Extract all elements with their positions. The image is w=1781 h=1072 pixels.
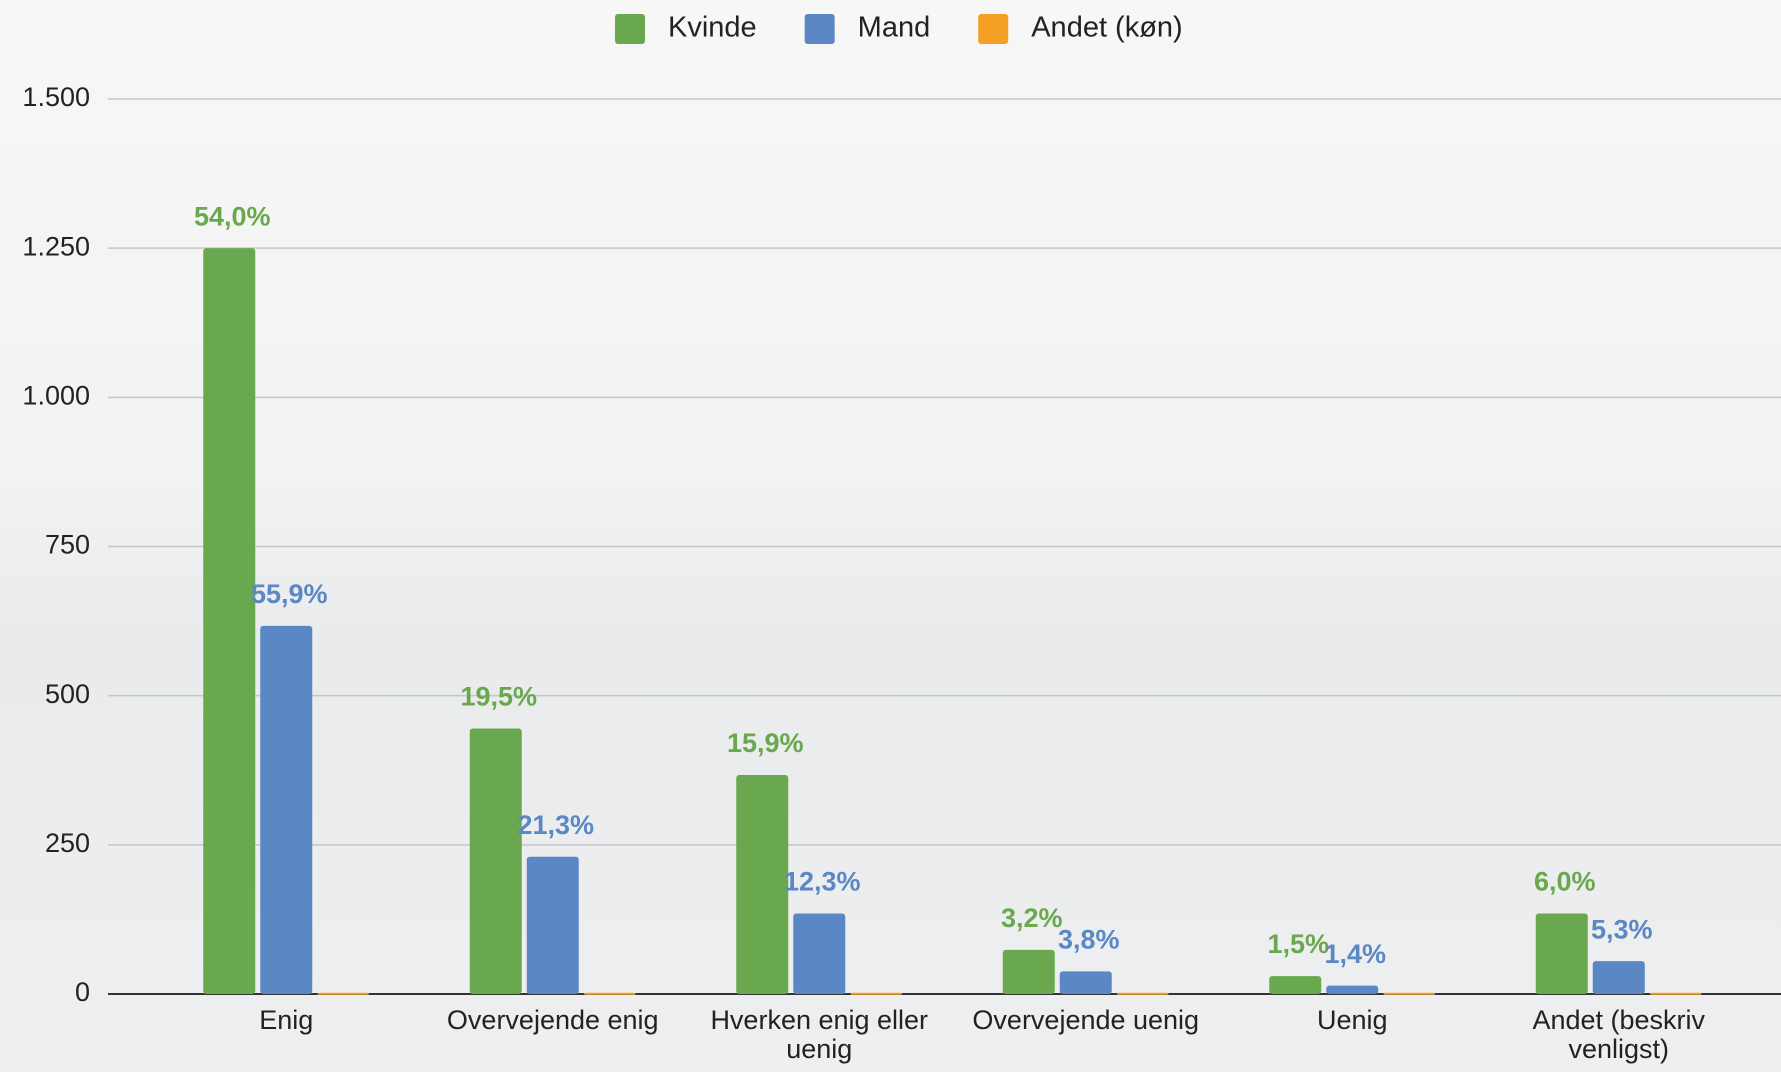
value-label: 55,9% bbox=[251, 579, 328, 609]
value-label: 15,9% bbox=[727, 728, 804, 758]
legend-label: Kvinde bbox=[668, 12, 757, 44]
bar bbox=[1003, 950, 1055, 994]
x-tick-label: Enig bbox=[161, 1006, 411, 1035]
bar bbox=[736, 775, 788, 994]
bar bbox=[1593, 961, 1645, 994]
legend-label: Andet (køn) bbox=[1031, 12, 1183, 44]
y-tick-label: 1.250 bbox=[22, 231, 90, 261]
y-tick-label: 750 bbox=[45, 530, 90, 560]
value-label: 1,5% bbox=[1267, 929, 1329, 959]
value-label: 6,0% bbox=[1534, 867, 1596, 897]
value-label: 3,8% bbox=[1058, 924, 1120, 954]
y-tick-label: 0 bbox=[75, 977, 90, 1007]
bar bbox=[1269, 976, 1321, 994]
legend-swatch bbox=[615, 14, 645, 44]
x-tick-label: Hverken enig eller uenig bbox=[694, 1006, 944, 1064]
value-label: 12,3% bbox=[784, 867, 861, 897]
bar bbox=[260, 626, 312, 994]
chart: 0 250 500 750 1.000 1.250 1.500 Kvinde Mand Andet… bbox=[0, 0, 1781, 1072]
y-tick-label: 500 bbox=[45, 679, 90, 709]
value-label: 19,5% bbox=[460, 682, 537, 712]
y-tick-label: 1.500 bbox=[22, 82, 90, 112]
value-label: 21,3% bbox=[517, 810, 594, 840]
x-tick-label: Andet (beskriv venligst) bbox=[1494, 1006, 1744, 1064]
bar bbox=[850, 993, 902, 995]
value-label: 5,3% bbox=[1591, 914, 1653, 944]
legend-swatch bbox=[805, 14, 835, 44]
bar bbox=[527, 857, 579, 994]
legend-label: Mand bbox=[858, 12, 931, 44]
bar bbox=[470, 728, 522, 994]
x-tick-label: Uenig bbox=[1227, 1006, 1477, 1035]
chart-svg: 0 250 500 750 1.000 1.250 1.500 Kvinde Mand Andet… bbox=[0, 0, 1781, 1072]
value-label: 54,0% bbox=[194, 201, 271, 231]
value-label: 3,2% bbox=[1001, 903, 1063, 933]
bar bbox=[1060, 971, 1112, 994]
bar bbox=[1383, 993, 1435, 995]
bar bbox=[1536, 913, 1588, 994]
value-label: 1,4% bbox=[1324, 939, 1386, 969]
bar bbox=[1117, 993, 1169, 995]
bar bbox=[1650, 993, 1702, 995]
x-tick-label: Overvejende enig bbox=[428, 1006, 678, 1035]
bar bbox=[203, 248, 255, 994]
y-tick-label: 250 bbox=[45, 828, 90, 858]
bar bbox=[317, 993, 369, 995]
legend-swatch bbox=[978, 14, 1008, 44]
y-tick-label: 1.000 bbox=[22, 380, 90, 410]
bar bbox=[793, 913, 845, 994]
bar bbox=[584, 993, 636, 995]
x-tick-label: Overvejende uenig bbox=[961, 1006, 1211, 1035]
bar bbox=[1326, 986, 1378, 994]
